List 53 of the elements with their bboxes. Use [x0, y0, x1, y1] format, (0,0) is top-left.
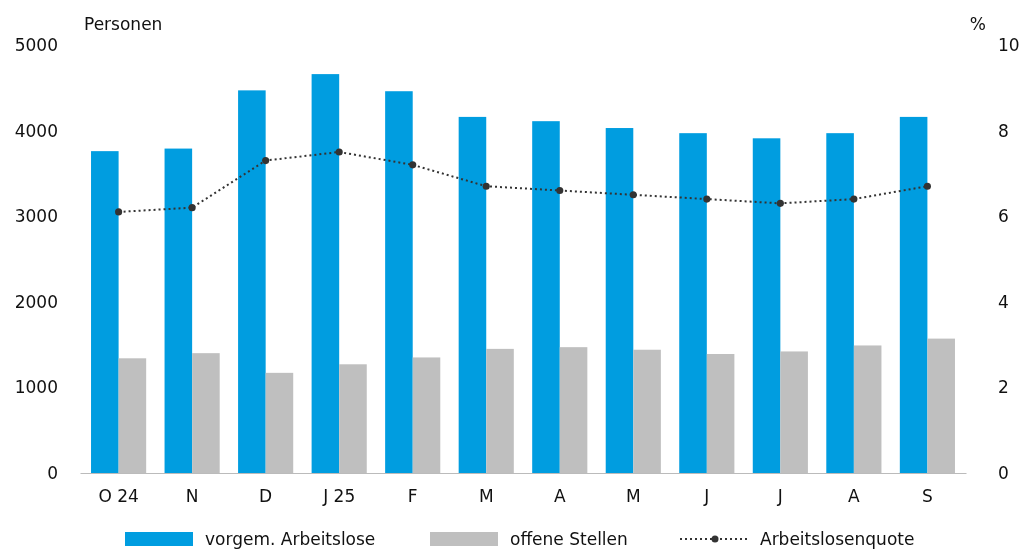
y2-tick-label: 10: [998, 34, 1020, 55]
point: [115, 208, 123, 216]
y-tick-label: 3000: [14, 206, 58, 227]
x-tick-label: M: [625, 485, 641, 506]
legend-label: Arbeitslosenquote: [760, 529, 915, 549]
y2-tick-label: 2: [998, 377, 1009, 398]
y2-axis-title: %: [969, 14, 986, 34]
x-tick-label: J: [703, 485, 710, 506]
x-tick-label: A: [553, 485, 566, 506]
point: [703, 195, 711, 203]
y-tick-label: 0: [47, 462, 58, 483]
point: [482, 182, 490, 190]
bar: [752, 138, 781, 473]
bar: [532, 121, 560, 473]
x-tick-label: J: [776, 485, 783, 506]
bar: [385, 91, 413, 473]
point: [923, 182, 931, 190]
x-tick-label: O 24: [98, 485, 139, 506]
x-tick-label: S: [922, 485, 933, 506]
point: [850, 195, 858, 203]
y2-tick-label: 4: [998, 291, 1009, 312]
y-tick-label: 2000: [14, 291, 58, 312]
bar: [91, 151, 119, 473]
y-tick-label: 4000: [14, 120, 58, 141]
y2-tick-label: 6: [998, 206, 1009, 227]
x-tick-label: M: [478, 485, 494, 506]
legend-label: vorgem. Arbeitslose: [205, 529, 376, 549]
x-tick-label: F: [407, 485, 418, 506]
bar: [826, 133, 854, 473]
point: [409, 161, 417, 169]
y-tick-label: 5000: [14, 34, 58, 55]
point: [188, 204, 196, 212]
y-axis-title: Personen: [84, 14, 163, 34]
point: [776, 199, 784, 207]
bar: [311, 74, 340, 473]
legend-label: offene Stellen: [510, 529, 628, 549]
y2-tick-label: 0: [998, 462, 1009, 483]
bar: [679, 133, 707, 473]
bar: [458, 116, 487, 473]
point: [556, 186, 564, 195]
x-tick-label: D: [259, 485, 273, 506]
y-tick-label: 1000: [14, 377, 58, 398]
bar: [238, 90, 266, 473]
bar: [164, 148, 193, 473]
bar: [899, 116, 928, 473]
point: [262, 157, 270, 165]
x-tick-label: J 25: [322, 485, 356, 506]
point: [335, 148, 343, 156]
bar: [605, 128, 634, 473]
x-tick-label: A: [848, 485, 861, 506]
x-tick-label: N: [185, 485, 199, 506]
y2-tick-label: 8: [998, 120, 1009, 141]
point: [629, 191, 637, 199]
